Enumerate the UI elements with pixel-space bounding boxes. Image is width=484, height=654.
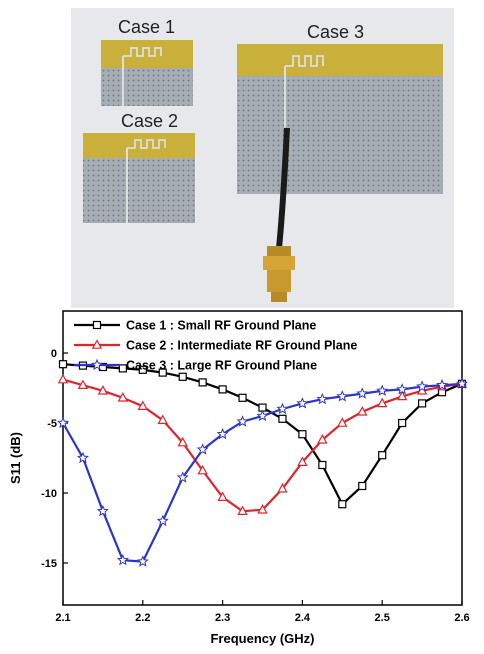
data-point <box>376 384 389 396</box>
data-point <box>396 383 409 395</box>
data-point <box>156 514 169 527</box>
series-2 <box>57 373 468 515</box>
data-point <box>297 456 308 466</box>
y-tick-label: -15 <box>41 558 57 570</box>
data-point <box>298 430 307 439</box>
data-point <box>376 397 388 408</box>
data-point <box>158 368 167 377</box>
data-point <box>358 481 367 491</box>
data-point <box>197 464 208 475</box>
data-point <box>57 373 69 384</box>
case-2-label: Case 2 <box>121 111 178 131</box>
data-point <box>416 380 429 392</box>
data-point <box>96 504 109 517</box>
data-point <box>318 460 327 470</box>
data-point <box>276 402 289 415</box>
x-tick-label: 2.1 <box>55 612 70 624</box>
data-point <box>256 409 269 422</box>
data-point <box>218 385 227 394</box>
case-3-label: Case 3 <box>307 22 364 42</box>
x-tick-label: 2.4 <box>295 612 311 624</box>
data-point <box>76 451 89 464</box>
x-tick-label: 2.5 <box>375 612 390 624</box>
data-point <box>418 399 427 408</box>
data-point <box>338 500 347 509</box>
chart-series <box>57 360 468 567</box>
data-point <box>278 414 287 423</box>
data-point <box>117 392 129 402</box>
legend-entry-3: Case 3 : Large RF Ground Plane <box>126 359 317 373</box>
legend-entry-1: Case 1 : Small RF Ground Plane <box>126 319 316 333</box>
data-point <box>118 364 127 373</box>
data-point <box>97 385 109 395</box>
data-point <box>136 555 149 567</box>
data-point <box>238 393 247 402</box>
legend-marker-1 <box>92 320 102 330</box>
s11-chart: 2.1 2.2 2.3 2.4 2.5 2.6 0 -5 -10 -15 Case 1 : Sma… <box>8 310 470 646</box>
data-point <box>77 379 89 390</box>
data-point <box>378 451 387 460</box>
data-point <box>356 387 369 399</box>
data-point <box>357 406 368 416</box>
data-point <box>316 392 329 405</box>
data-point <box>138 365 147 374</box>
antenna-photo: Case 1 Case 2 Case 3 <box>71 8 454 308</box>
data-point <box>217 491 228 501</box>
y-tick-label: -10 <box>41 488 57 500</box>
data-point <box>257 504 268 514</box>
case-1-board <box>101 40 193 106</box>
y-tick-label: -5 <box>47 418 57 430</box>
x-tick-label: 2.6 <box>454 612 469 624</box>
y-tick-label: 0 <box>51 348 57 360</box>
data-point <box>236 415 249 427</box>
case-1-label: Case 1 <box>118 17 175 37</box>
data-point <box>116 553 129 566</box>
data-point <box>277 483 288 493</box>
chart-legend: Case 1 : Small RF Ground Plane Case 2 : I… <box>74 319 357 373</box>
y-axis-label: S11 (dB) <box>8 432 23 484</box>
x-tick-label: 2.2 <box>135 612 150 624</box>
legend-entry-2: Case 2 : Intermediate RF Ground Plane <box>126 339 357 353</box>
data-point <box>237 505 248 515</box>
data-point <box>436 378 449 391</box>
data-point <box>196 443 209 455</box>
data-point <box>396 390 408 401</box>
data-point <box>336 390 349 402</box>
data-point <box>198 378 207 387</box>
data-point <box>178 372 187 381</box>
data-point <box>57 416 69 429</box>
x-axis-label: Frequency (GHz) <box>210 631 314 646</box>
data-point <box>137 400 149 411</box>
data-point <box>337 417 348 427</box>
data-point <box>398 418 407 428</box>
series-3 <box>57 377 468 567</box>
plot-frame <box>62 310 463 606</box>
data-point <box>216 427 229 440</box>
data-point <box>157 414 168 425</box>
x-tick-label: 2.3 <box>215 612 230 624</box>
data-point <box>176 471 189 483</box>
coax-cable <box>276 127 290 249</box>
data-point <box>456 377 468 389</box>
data-point <box>317 434 328 444</box>
sma-connector <box>263 246 295 302</box>
legend-marker-2 <box>91 339 103 349</box>
data-point <box>177 436 188 447</box>
case-2-board <box>83 133 195 223</box>
data-point <box>58 360 68 369</box>
data-point <box>296 397 309 409</box>
series-1 <box>58 360 467 509</box>
chart-axes <box>62 310 463 606</box>
legend-marker-3 <box>91 358 103 371</box>
case-3-board <box>237 44 443 194</box>
